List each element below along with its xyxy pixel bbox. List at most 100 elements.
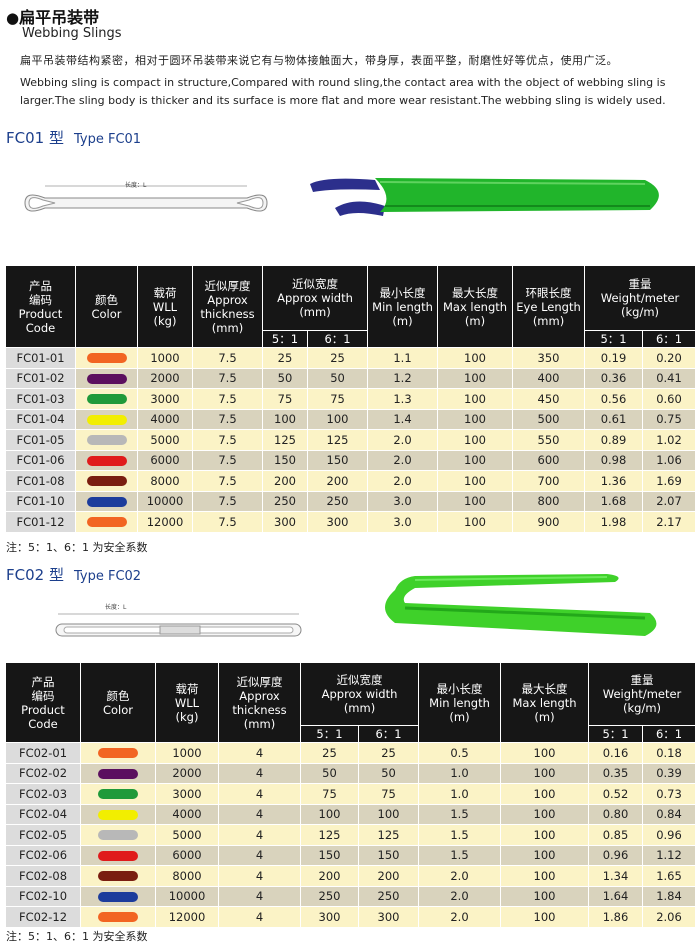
table-cell: 100 bbox=[437, 388, 514, 410]
table-cell: 2.06 bbox=[642, 906, 697, 928]
subheader: 6：1 bbox=[642, 330, 697, 348]
color-cell bbox=[80, 762, 156, 784]
table-cell: 125 bbox=[306, 429, 369, 451]
table-cell: 1.5 bbox=[418, 824, 502, 846]
header-line: Min length bbox=[429, 695, 490, 710]
table-cell: 1.4 bbox=[367, 408, 439, 430]
note: 注：5：1、6：1 为安全系数 bbox=[6, 930, 148, 943]
color-cell bbox=[80, 783, 156, 805]
table-cell: 0.56 bbox=[584, 388, 644, 410]
column-header: 近似宽度 Approx width (mm) bbox=[261, 265, 369, 331]
product-code: FC01-06 bbox=[5, 449, 76, 471]
table-cell: 4 bbox=[218, 824, 301, 846]
header-line: 近似宽度 bbox=[336, 673, 383, 687]
table-cell: 300 bbox=[262, 511, 308, 533]
table-cell: 700 bbox=[512, 470, 586, 492]
table-cell: 4 bbox=[218, 803, 301, 825]
table-cell: 1.5 bbox=[418, 803, 502, 825]
color-swatch bbox=[86, 517, 127, 528]
header-line: (m) bbox=[534, 709, 555, 724]
table-cell: 8000 bbox=[137, 470, 193, 492]
table-cell: 100 bbox=[437, 470, 514, 492]
column-header: 颜色 Color bbox=[75, 265, 138, 348]
table-cell: 0.36 bbox=[584, 367, 644, 389]
table-cell: 2.0 bbox=[367, 429, 439, 451]
table-cell: 3.0 bbox=[367, 490, 439, 512]
header-line: 颜色 bbox=[95, 292, 118, 307]
header-line: Product bbox=[18, 306, 63, 321]
model-title: FC01 型 Type FC01 bbox=[6, 129, 142, 147]
header-line: (mm) bbox=[299, 305, 331, 319]
diagram-label: 长度：L bbox=[105, 604, 127, 611]
table-cell: 7.5 bbox=[192, 408, 263, 430]
table-cell: 7.5 bbox=[192, 367, 263, 389]
color-cell bbox=[75, 408, 138, 430]
color-swatch bbox=[98, 871, 138, 882]
header-line: (m) bbox=[392, 313, 413, 328]
table-row: FC02-08 8000 4 200 200 2.0 100 1.34 1.65 bbox=[5, 865, 697, 887]
product-code: FC01-12 bbox=[5, 511, 76, 533]
product-code: FC02-08 bbox=[5, 865, 81, 887]
header-line: WLL bbox=[174, 695, 200, 710]
table-cell: 0.5 bbox=[418, 742, 502, 764]
table-cell: 4 bbox=[218, 844, 301, 866]
product-code: FC02-05 bbox=[5, 824, 81, 846]
subheader: 5：1 bbox=[300, 725, 359, 743]
table-cell: 900 bbox=[512, 511, 586, 533]
table-cell: 0.18 bbox=[642, 742, 697, 764]
table-row: FC01-08 8000 7.5 200 200 2.0 100 700 1.36 1.69 bbox=[5, 470, 697, 492]
subheader: 5：1 bbox=[588, 725, 644, 743]
table-cell: 7.5 bbox=[192, 511, 263, 533]
column-header: 近似厚度 Approx thickness (mm) bbox=[218, 662, 301, 743]
color-cell bbox=[75, 388, 138, 410]
subheader-row: 5：1 6：1 5：1 6：1 bbox=[6, 725, 697, 743]
subheader: 5：1 bbox=[262, 330, 308, 348]
table-row: FC01-06 6000 7.5 150 150 2.0 100 600 0.98 1.06 bbox=[5, 449, 697, 471]
table-cell: 300 bbox=[357, 906, 420, 928]
table-cell: 75 bbox=[300, 783, 359, 805]
table-cell: 25 bbox=[357, 742, 420, 764]
product-code: FC01-03 bbox=[5, 388, 76, 410]
table-cell: 75 bbox=[306, 388, 369, 410]
table-cell: 0.20 bbox=[642, 347, 697, 369]
table-cell: 300 bbox=[306, 511, 369, 533]
product-code: FC01-05 bbox=[5, 429, 76, 451]
table-row: FC01-04 4000 7.5 100 100 1.4 100 500 0.61 0.75 bbox=[5, 408, 697, 430]
table-cell: 0.16 bbox=[588, 742, 644, 764]
table-cell: 100 bbox=[262, 408, 308, 430]
column-header: 产品 编码 Product Code bbox=[5, 265, 76, 348]
header-line: (kg) bbox=[153, 313, 177, 328]
column-header: 最小长度 Min length (m) bbox=[367, 265, 439, 348]
table-cell: 4 bbox=[218, 906, 301, 928]
table-cell: 100 bbox=[500, 844, 590, 866]
header-line: Product bbox=[21, 702, 65, 717]
table-row: FC01-12 12000 7.5 300 300 3.0 100 900 1.98 2.17 bbox=[5, 511, 697, 533]
diagram-label: 长度：L bbox=[125, 182, 147, 189]
table-cell: 100 bbox=[437, 429, 514, 451]
table-cell: 100 bbox=[300, 803, 359, 825]
table-cell: 1000 bbox=[137, 347, 193, 369]
table-cell: 100 bbox=[437, 490, 514, 512]
length-diagram bbox=[55, 613, 302, 637]
table-cell: 0.61 bbox=[584, 408, 644, 430]
color-cell bbox=[75, 470, 138, 492]
color-swatch bbox=[98, 809, 138, 820]
table-row: FC02-12 12000 4 300 300 2.0 100 1.86 2.06 bbox=[5, 906, 697, 928]
table-cell: 4000 bbox=[137, 408, 193, 430]
subtitle: Webbing Slings bbox=[22, 26, 122, 41]
header-row: 产品 编码 Product Code 颜色 Color 载荷 WLL (kg) 近似厚度 Appro… bbox=[5, 662, 697, 743]
table-cell: 0.96 bbox=[588, 844, 644, 866]
table-cell: 6000 bbox=[155, 844, 219, 866]
column-header: 重量 Weight/meter (kg/m) bbox=[584, 265, 697, 331]
product-photo bbox=[385, 574, 657, 636]
table-cell: 0.60 bbox=[642, 388, 697, 410]
header-line: Approx width bbox=[321, 687, 398, 701]
table-cell: 500 bbox=[512, 408, 586, 430]
table-cell: 2.07 bbox=[642, 490, 697, 512]
table-cell: 0.89 bbox=[584, 429, 644, 451]
color-swatch bbox=[86, 414, 127, 425]
color-cell bbox=[80, 906, 156, 928]
header-line: 近似厚度 bbox=[236, 674, 283, 689]
header-line: 颜色 bbox=[106, 688, 130, 703]
table-cell: 1.0 bbox=[418, 762, 502, 784]
